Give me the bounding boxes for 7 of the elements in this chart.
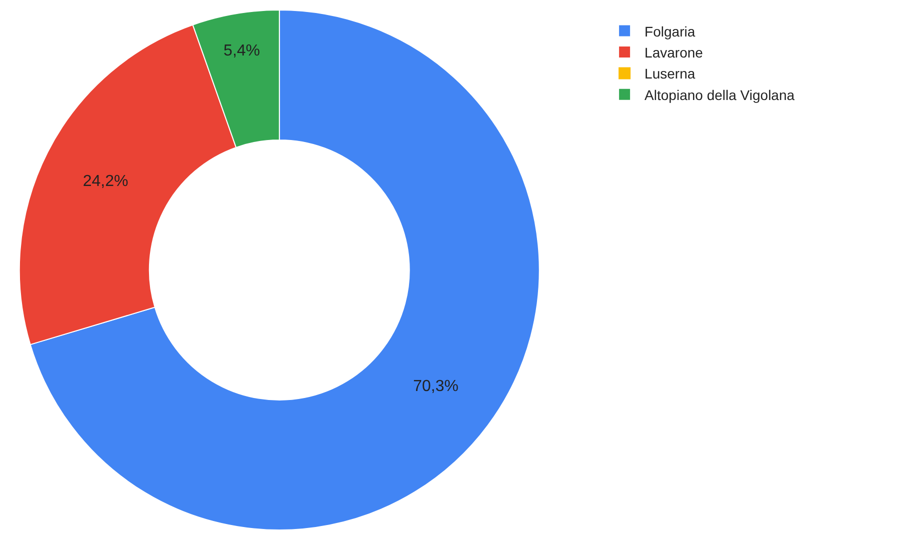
data-label: 24,2% [82, 173, 128, 190]
legend-label: Folgaria [644, 23, 696, 40]
data-label: 5,4% [224, 42, 260, 60]
legend-label: Altopiano della Vigolana [644, 86, 795, 103]
legend-label: Luserna [644, 66, 696, 82]
data-label: 70,3% [413, 378, 458, 395]
legend-label: Lavarone [644, 44, 704, 60]
